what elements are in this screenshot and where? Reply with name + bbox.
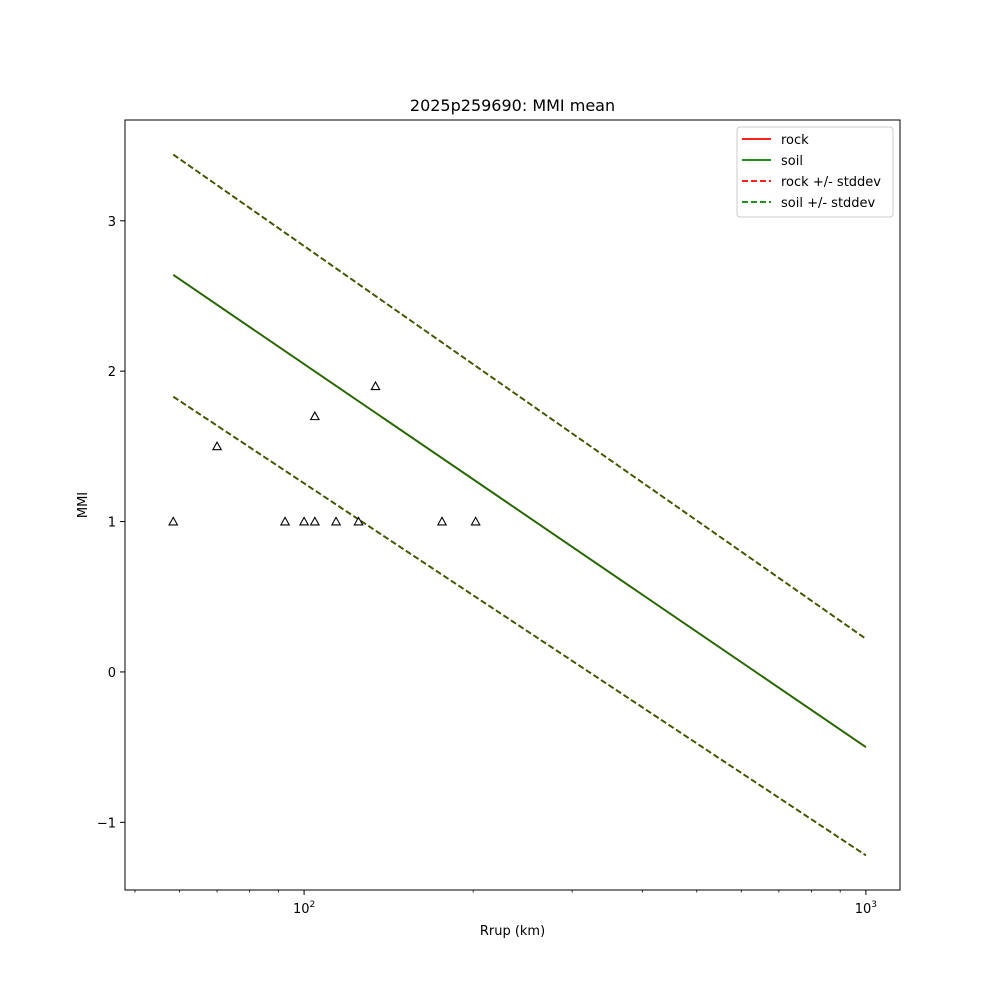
- observation-point: [370, 380, 381, 391]
- y-axis: −1 0 1 2 3: [97, 215, 125, 831]
- observation-point: [211, 441, 223, 451]
- legend-label: rock +/- stddev: [781, 175, 881, 190]
- legend-label: soil +/- stddev: [781, 196, 876, 211]
- y-tick-label: 1: [108, 516, 116, 531]
- observation-point: [309, 516, 320, 526]
- series-line-soil-1: [172, 274, 867, 748]
- legend-box: [736, 126, 894, 218]
- observation-point: [168, 516, 179, 526]
- legend-label: rock: [781, 133, 809, 148]
- y-tick-label: 3: [108, 215, 116, 230]
- y-tick-label: 0: [108, 666, 116, 681]
- x-axis: 102 103: [134, 890, 877, 917]
- observation-point: [330, 516, 342, 526]
- plot-frame: [124, 119, 901, 891]
- series-line-soil-stddev-4: [172, 153, 867, 640]
- y-axis-label: MMI: [76, 492, 91, 518]
- y-tick-label: −1: [97, 816, 116, 831]
- x-axis-label: Rrup (km): [480, 924, 545, 939]
- observation-point: [470, 516, 481, 526]
- x-tick-label: 102: [293, 900, 315, 917]
- observation-point: [279, 516, 291, 526]
- plot-area: [168, 153, 867, 857]
- y-tick-label: 2: [108, 365, 116, 380]
- x-tick-label: 103: [855, 900, 877, 917]
- observation-point: [298, 516, 310, 526]
- observation-point: [309, 410, 320, 421]
- series-line-soil-stddev-5: [172, 395, 867, 857]
- observation-point: [353, 516, 364, 526]
- observation-point: [436, 516, 448, 526]
- legend-label: soil: [781, 154, 803, 169]
- legend: rock soil rock +/- stddev soil +/- stddev: [736, 126, 894, 218]
- chart-title: 2025p259690: MMI mean: [410, 96, 615, 115]
